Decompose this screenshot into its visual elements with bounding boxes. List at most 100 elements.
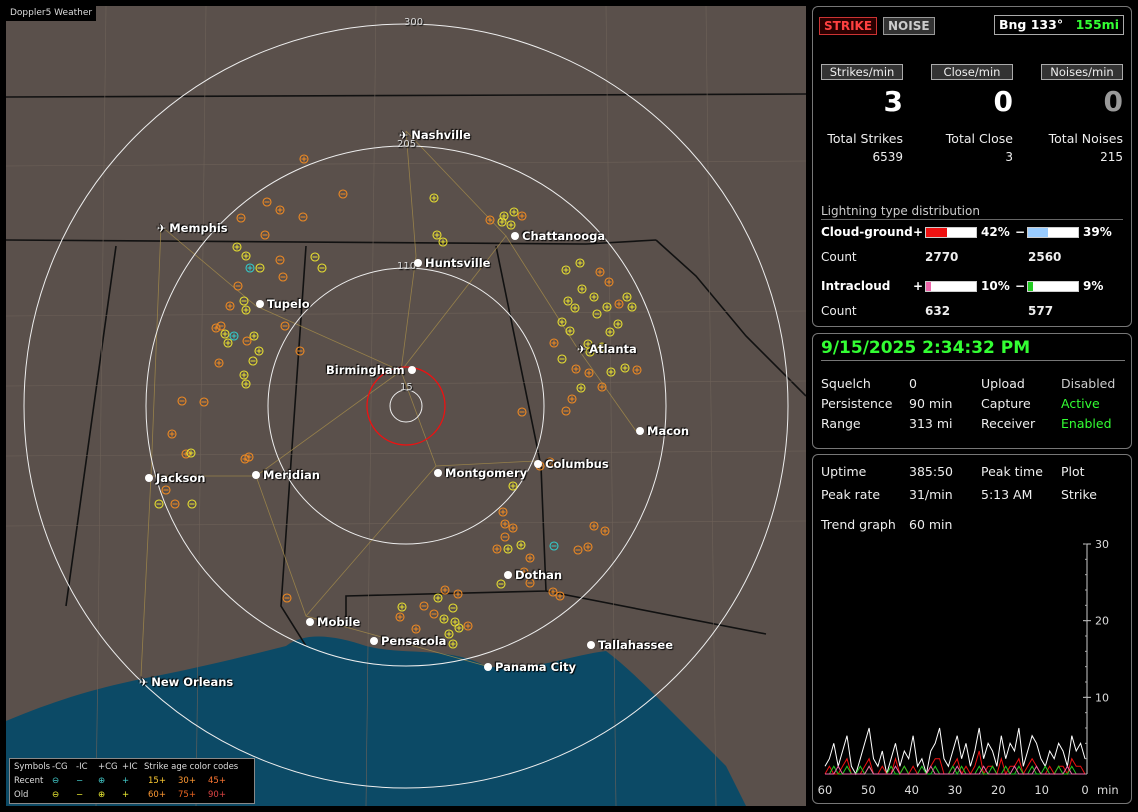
- strike-marker: [170, 499, 180, 509]
- peak-rate-value: 31/min: [909, 487, 953, 502]
- total-noises-label: Total Noises: [1048, 131, 1123, 146]
- legend-age-45: 45+: [208, 776, 226, 786]
- strike-marker: [216, 321, 226, 331]
- settings-panel: 9/15/2025 2:34:32 PM Squelch 0 Upload Di…: [812, 333, 1132, 449]
- lightning-map[interactable]: Doppler5 Weather 300 205 110 15 ✈ Nashville ✈…: [6, 6, 806, 806]
- noises-per-min-button[interactable]: Noises/min: [1041, 64, 1123, 80]
- range-value: 313 mi: [909, 416, 953, 431]
- bearing-readout: Bng 133° 155mi: [994, 15, 1124, 35]
- ic-positive-pct: 10%: [981, 279, 1010, 293]
- strike-marker: [577, 284, 587, 294]
- plot-value[interactable]: Strike: [1061, 487, 1097, 502]
- x-tick-label: 60: [818, 783, 833, 797]
- trend-graph: 30 20 10 60 50 40 30 20 10 0 min: [818, 540, 1119, 797]
- strike-marker: [245, 263, 255, 273]
- range-rings: [23, 23, 789, 789]
- strike-marker: [565, 326, 575, 336]
- legend-age-title: Strike age color codes: [144, 762, 239, 772]
- strike-marker: [595, 267, 605, 277]
- strike-marker: [177, 396, 187, 406]
- strike-marker: [248, 356, 258, 366]
- close-per-min-button[interactable]: Close/min: [931, 64, 1013, 80]
- x-tick-label: 40: [904, 783, 919, 797]
- strike-marker: [545, 457, 555, 467]
- city-pensacola: Pensacola: [370, 634, 446, 648]
- legend-neg-cg: -CG: [52, 762, 68, 772]
- trend-graph-label: Trend graph: [821, 517, 896, 532]
- strike-marker: [525, 553, 535, 563]
- strike-marker: [561, 406, 571, 416]
- strike-mode-button[interactable]: STRIKE: [819, 17, 878, 35]
- ic-positive-group: + 10%: [913, 279, 1010, 293]
- trend-series-line: [825, 765, 1085, 775]
- ic-positive-fill: [926, 281, 931, 291]
- noise-mode-button[interactable]: NOISE: [883, 17, 935, 35]
- city-name: Memphis: [169, 221, 228, 235]
- city-birmingham: Birmingham: [326, 363, 416, 377]
- city-name: Mobile: [317, 615, 361, 629]
- y-tick-label: 10: [1095, 691, 1109, 704]
- strike-marker: [280, 321, 290, 331]
- strike-marker: [606, 367, 616, 377]
- strikes-per-min-button[interactable]: Strikes/min: [821, 64, 903, 80]
- city-atlanta: ✈ Atlanta: [577, 342, 637, 356]
- city-new-orleans: ✈ New Orleans: [139, 675, 233, 689]
- strike-marker: [249, 331, 259, 341]
- range-ring-label: 15: [400, 382, 413, 393]
- total-close-label: Total Close: [945, 131, 1013, 146]
- city-meridian: Meridian: [252, 468, 320, 482]
- plus-sign: +: [913, 279, 924, 293]
- city-tupelo: Tupelo: [256, 297, 310, 311]
- trend-series-line: [824, 727, 1086, 776]
- peak-time-value: 5:13 AM: [981, 487, 1033, 502]
- strikes-per-min-value: 3: [883, 85, 903, 118]
- city-dot-icon: [306, 618, 314, 626]
- strike-marker: [448, 639, 458, 649]
- city-dot-icon: [252, 471, 260, 479]
- strike-marker: [597, 382, 607, 392]
- city-montgomery: Montgomery: [434, 466, 527, 480]
- legend-age-75: 75+: [178, 790, 196, 800]
- strike-marker: [454, 623, 464, 633]
- strike-marker: [622, 292, 632, 302]
- strike-marker: [519, 567, 529, 577]
- city-macon: Macon: [636, 424, 689, 438]
- strike-marker: [614, 299, 624, 309]
- city-dot-icon: [636, 427, 644, 435]
- strike-marker: [517, 407, 527, 417]
- strike-marker: [448, 603, 458, 613]
- range-ring-label: 110: [397, 261, 417, 272]
- legend-old-pos-ic-icon: +: [122, 790, 130, 800]
- city-dot-icon: [414, 259, 422, 267]
- squelch-label: Squelch: [821, 376, 871, 391]
- strike-marker: [260, 230, 270, 240]
- noises-per-min-value: 0: [1103, 85, 1123, 118]
- x-tick-label: 30: [948, 783, 963, 797]
- strike-marker: [575, 258, 585, 268]
- minus-sign: −: [1015, 225, 1026, 239]
- strike-markers: [154, 154, 642, 649]
- strike-marker: [225, 301, 235, 311]
- persistence-label: Persistence: [821, 396, 893, 411]
- city-dot-icon: [484, 663, 492, 671]
- distance-value: 155mi: [1075, 17, 1119, 32]
- strike-marker: [239, 370, 249, 380]
- strike-marker: [317, 263, 327, 273]
- x-tick-label: 50: [861, 783, 876, 797]
- legend-old-pos-cg-icon: ⊕: [98, 790, 106, 800]
- strike-marker: [429, 609, 439, 619]
- city-dothan: Dothan: [504, 568, 562, 582]
- strike-marker: [508, 523, 518, 533]
- squelch-value: 0: [909, 376, 917, 391]
- legend-recent-label: Recent: [14, 776, 44, 786]
- strike-marker: [236, 213, 246, 223]
- strike-marker: [555, 591, 565, 601]
- strike-marker: [508, 481, 518, 491]
- strike-marker: [298, 212, 308, 222]
- uptime-value: 385:50: [909, 464, 953, 479]
- city-name: Dothan: [515, 568, 563, 582]
- strike-marker: [241, 379, 251, 389]
- strike-marker: [220, 329, 230, 339]
- range-ring-label: 300: [404, 17, 424, 28]
- strike-marker: [549, 338, 559, 348]
